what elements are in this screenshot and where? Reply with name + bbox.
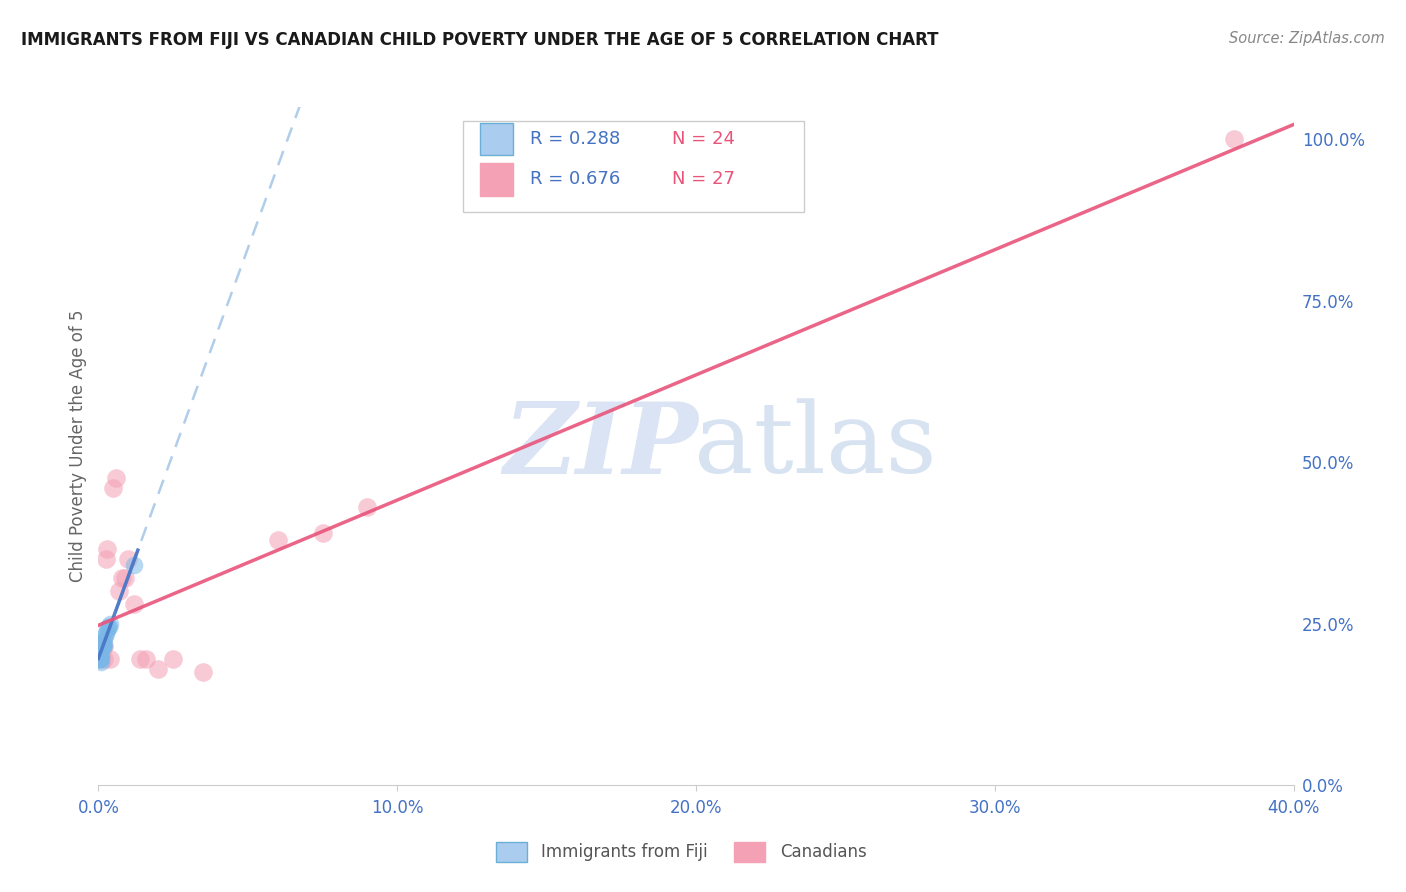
Point xyxy=(93,639,115,653)
Point xyxy=(111,571,134,585)
Text: N = 27: N = 27 xyxy=(672,170,735,188)
Point xyxy=(96,542,118,557)
Point xyxy=(90,655,112,669)
Point xyxy=(98,652,122,666)
Point xyxy=(93,639,115,653)
Point xyxy=(135,652,157,666)
Point xyxy=(191,665,214,679)
Point xyxy=(124,597,146,611)
Point xyxy=(93,636,115,650)
Y-axis label: Child Poverty Under the Age of 5: Child Poverty Under the Age of 5 xyxy=(69,310,87,582)
Point xyxy=(96,623,118,637)
Point xyxy=(90,652,112,666)
Point xyxy=(105,471,128,485)
Point xyxy=(91,639,114,653)
Point xyxy=(117,552,139,566)
Bar xyxy=(734,842,765,862)
Text: Canadians: Canadians xyxy=(780,843,868,861)
Point xyxy=(89,652,111,666)
Point xyxy=(356,500,378,515)
Point xyxy=(90,648,112,663)
Point xyxy=(129,652,152,666)
Point xyxy=(148,662,170,676)
Point xyxy=(90,636,112,650)
Text: R = 0.676: R = 0.676 xyxy=(530,170,620,188)
Text: IMMIGRANTS FROM FIJI VS CANADIAN CHILD POVERTY UNDER THE AGE OF 5 CORRELATION CH: IMMIGRANTS FROM FIJI VS CANADIAN CHILD P… xyxy=(21,31,939,49)
Text: ZIP: ZIP xyxy=(503,398,697,494)
Point xyxy=(94,630,117,644)
Point xyxy=(89,652,111,666)
Point xyxy=(94,626,117,640)
Point xyxy=(1223,132,1246,146)
Point xyxy=(91,636,114,650)
Point xyxy=(108,584,131,599)
Point xyxy=(93,652,115,666)
Point xyxy=(87,652,110,666)
Point xyxy=(91,639,114,653)
Text: R = 0.288: R = 0.288 xyxy=(530,130,620,148)
Point xyxy=(98,616,122,631)
Point xyxy=(91,636,114,650)
Point xyxy=(162,652,184,666)
Point xyxy=(89,648,111,663)
Point xyxy=(94,552,117,566)
Text: N = 24: N = 24 xyxy=(672,130,735,148)
Point xyxy=(91,636,114,650)
Point xyxy=(103,481,125,495)
Point xyxy=(91,639,114,653)
Point xyxy=(89,648,111,663)
Bar xyxy=(496,842,527,862)
Point xyxy=(91,639,114,653)
Bar xyxy=(479,163,513,195)
Text: atlas: atlas xyxy=(695,398,936,494)
Point xyxy=(124,558,146,573)
Point xyxy=(90,639,112,653)
Bar xyxy=(479,123,513,155)
Text: Immigrants from Fiji: Immigrants from Fiji xyxy=(541,843,709,861)
Point xyxy=(89,652,111,666)
FancyBboxPatch shape xyxy=(463,120,804,212)
Point xyxy=(267,533,290,547)
Point xyxy=(89,648,111,663)
Point xyxy=(114,571,136,585)
Text: Source: ZipAtlas.com: Source: ZipAtlas.com xyxy=(1229,31,1385,46)
Point xyxy=(89,648,111,663)
Point xyxy=(97,620,120,634)
Point xyxy=(311,526,333,541)
Point xyxy=(97,620,120,634)
Point xyxy=(93,632,115,647)
